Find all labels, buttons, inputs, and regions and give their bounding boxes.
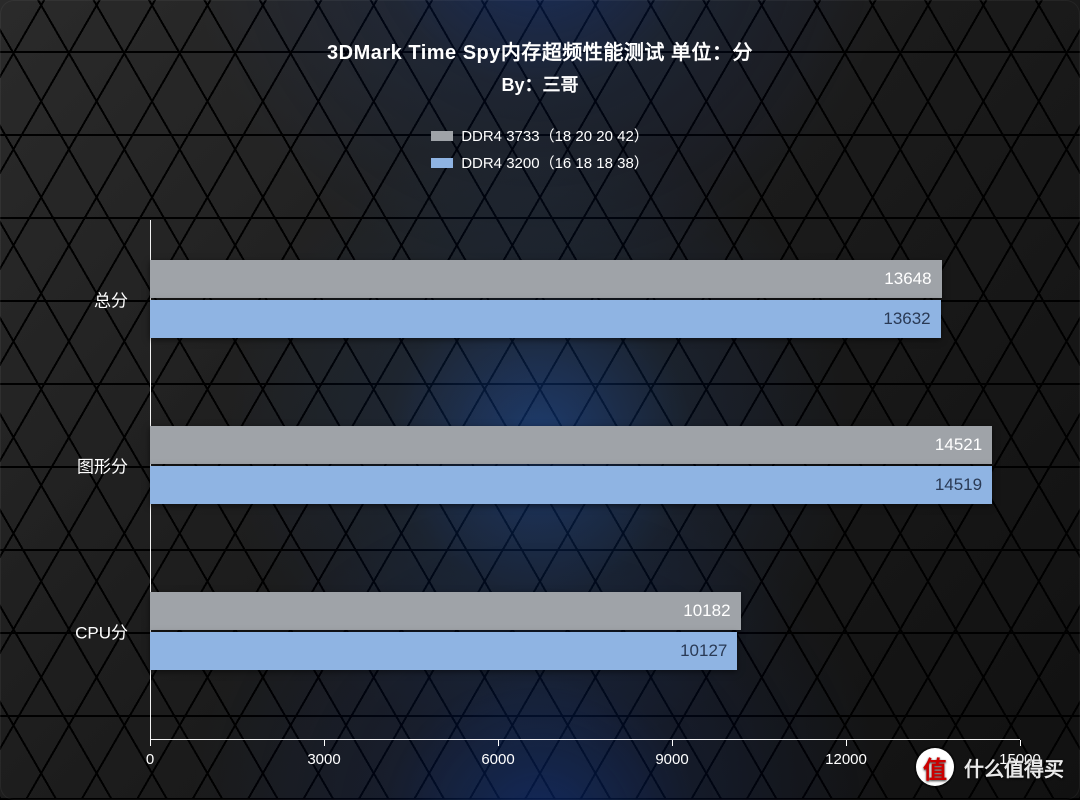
bar-value-label: 10127	[680, 641, 727, 661]
chart-title: 3DMark Time Spy内存超频性能测试 单位：分	[0, 36, 1080, 65]
legend-swatch	[431, 158, 453, 168]
bar-group: CPU分1018210127	[150, 592, 1020, 670]
bar-group: 总分1364813632	[150, 260, 1020, 338]
category-label: 总分	[94, 287, 150, 312]
barchart-container: 3DMark Time Spy内存超频性能测试 单位：分 By：三哥 DDR4 …	[0, 0, 1080, 800]
watermark-text: 什么值得买	[964, 753, 1064, 782]
watermark-badge-icon: 值	[916, 748, 954, 786]
plot-area: 03000600090001200015000总分1364813632图形分14…	[150, 220, 1020, 740]
legend-item: DDR4 3200（16 18 18 38）	[431, 152, 649, 173]
bar: 10182	[150, 592, 741, 630]
x-tick-mark	[672, 740, 673, 746]
bar: 13648	[150, 260, 942, 298]
legend-label: DDR4 3733（18 20 20 42）	[461, 125, 649, 146]
x-tick-mark	[150, 740, 151, 746]
x-tick-label: 0	[146, 751, 154, 768]
x-axis-line	[150, 739, 1020, 740]
bar: 13632	[150, 300, 941, 338]
legend-item: DDR4 3733（18 20 20 42）	[431, 125, 649, 146]
bar: 14521	[150, 426, 992, 464]
x-tick-label: 9000	[655, 751, 688, 768]
bar-value-label: 13632	[883, 309, 930, 329]
chart-subtitle: By：三哥	[0, 71, 1080, 97]
x-tick-label: 6000	[481, 751, 514, 768]
bar-value-label: 14519	[935, 475, 982, 495]
x-tick-mark	[1020, 740, 1021, 746]
bar-value-label: 10182	[683, 601, 730, 621]
x-tick-mark	[498, 740, 499, 746]
watermark: 值 什么值得买	[916, 748, 1064, 786]
category-label: 图形分	[77, 453, 150, 478]
titles: 3DMark Time Spy内存超频性能测试 单位：分 By：三哥	[0, 0, 1080, 97]
bar-value-label: 13648	[884, 269, 931, 289]
bar-value-label: 14521	[935, 435, 982, 455]
category-label: CPU分	[75, 619, 150, 644]
legend-label: DDR4 3200（16 18 18 38）	[461, 152, 649, 173]
x-tick-mark	[846, 740, 847, 746]
legend-swatch	[431, 131, 453, 141]
x-tick-label: 3000	[307, 751, 340, 768]
x-tick-mark	[324, 740, 325, 746]
bar: 14519	[150, 466, 992, 504]
legend: DDR4 3733（18 20 20 42） DDR4 3200（16 18 1…	[0, 125, 1080, 173]
bar: 10127	[150, 632, 737, 670]
bar-group: 图形分1452114519	[150, 426, 1020, 504]
x-tick-label: 12000	[825, 751, 867, 768]
